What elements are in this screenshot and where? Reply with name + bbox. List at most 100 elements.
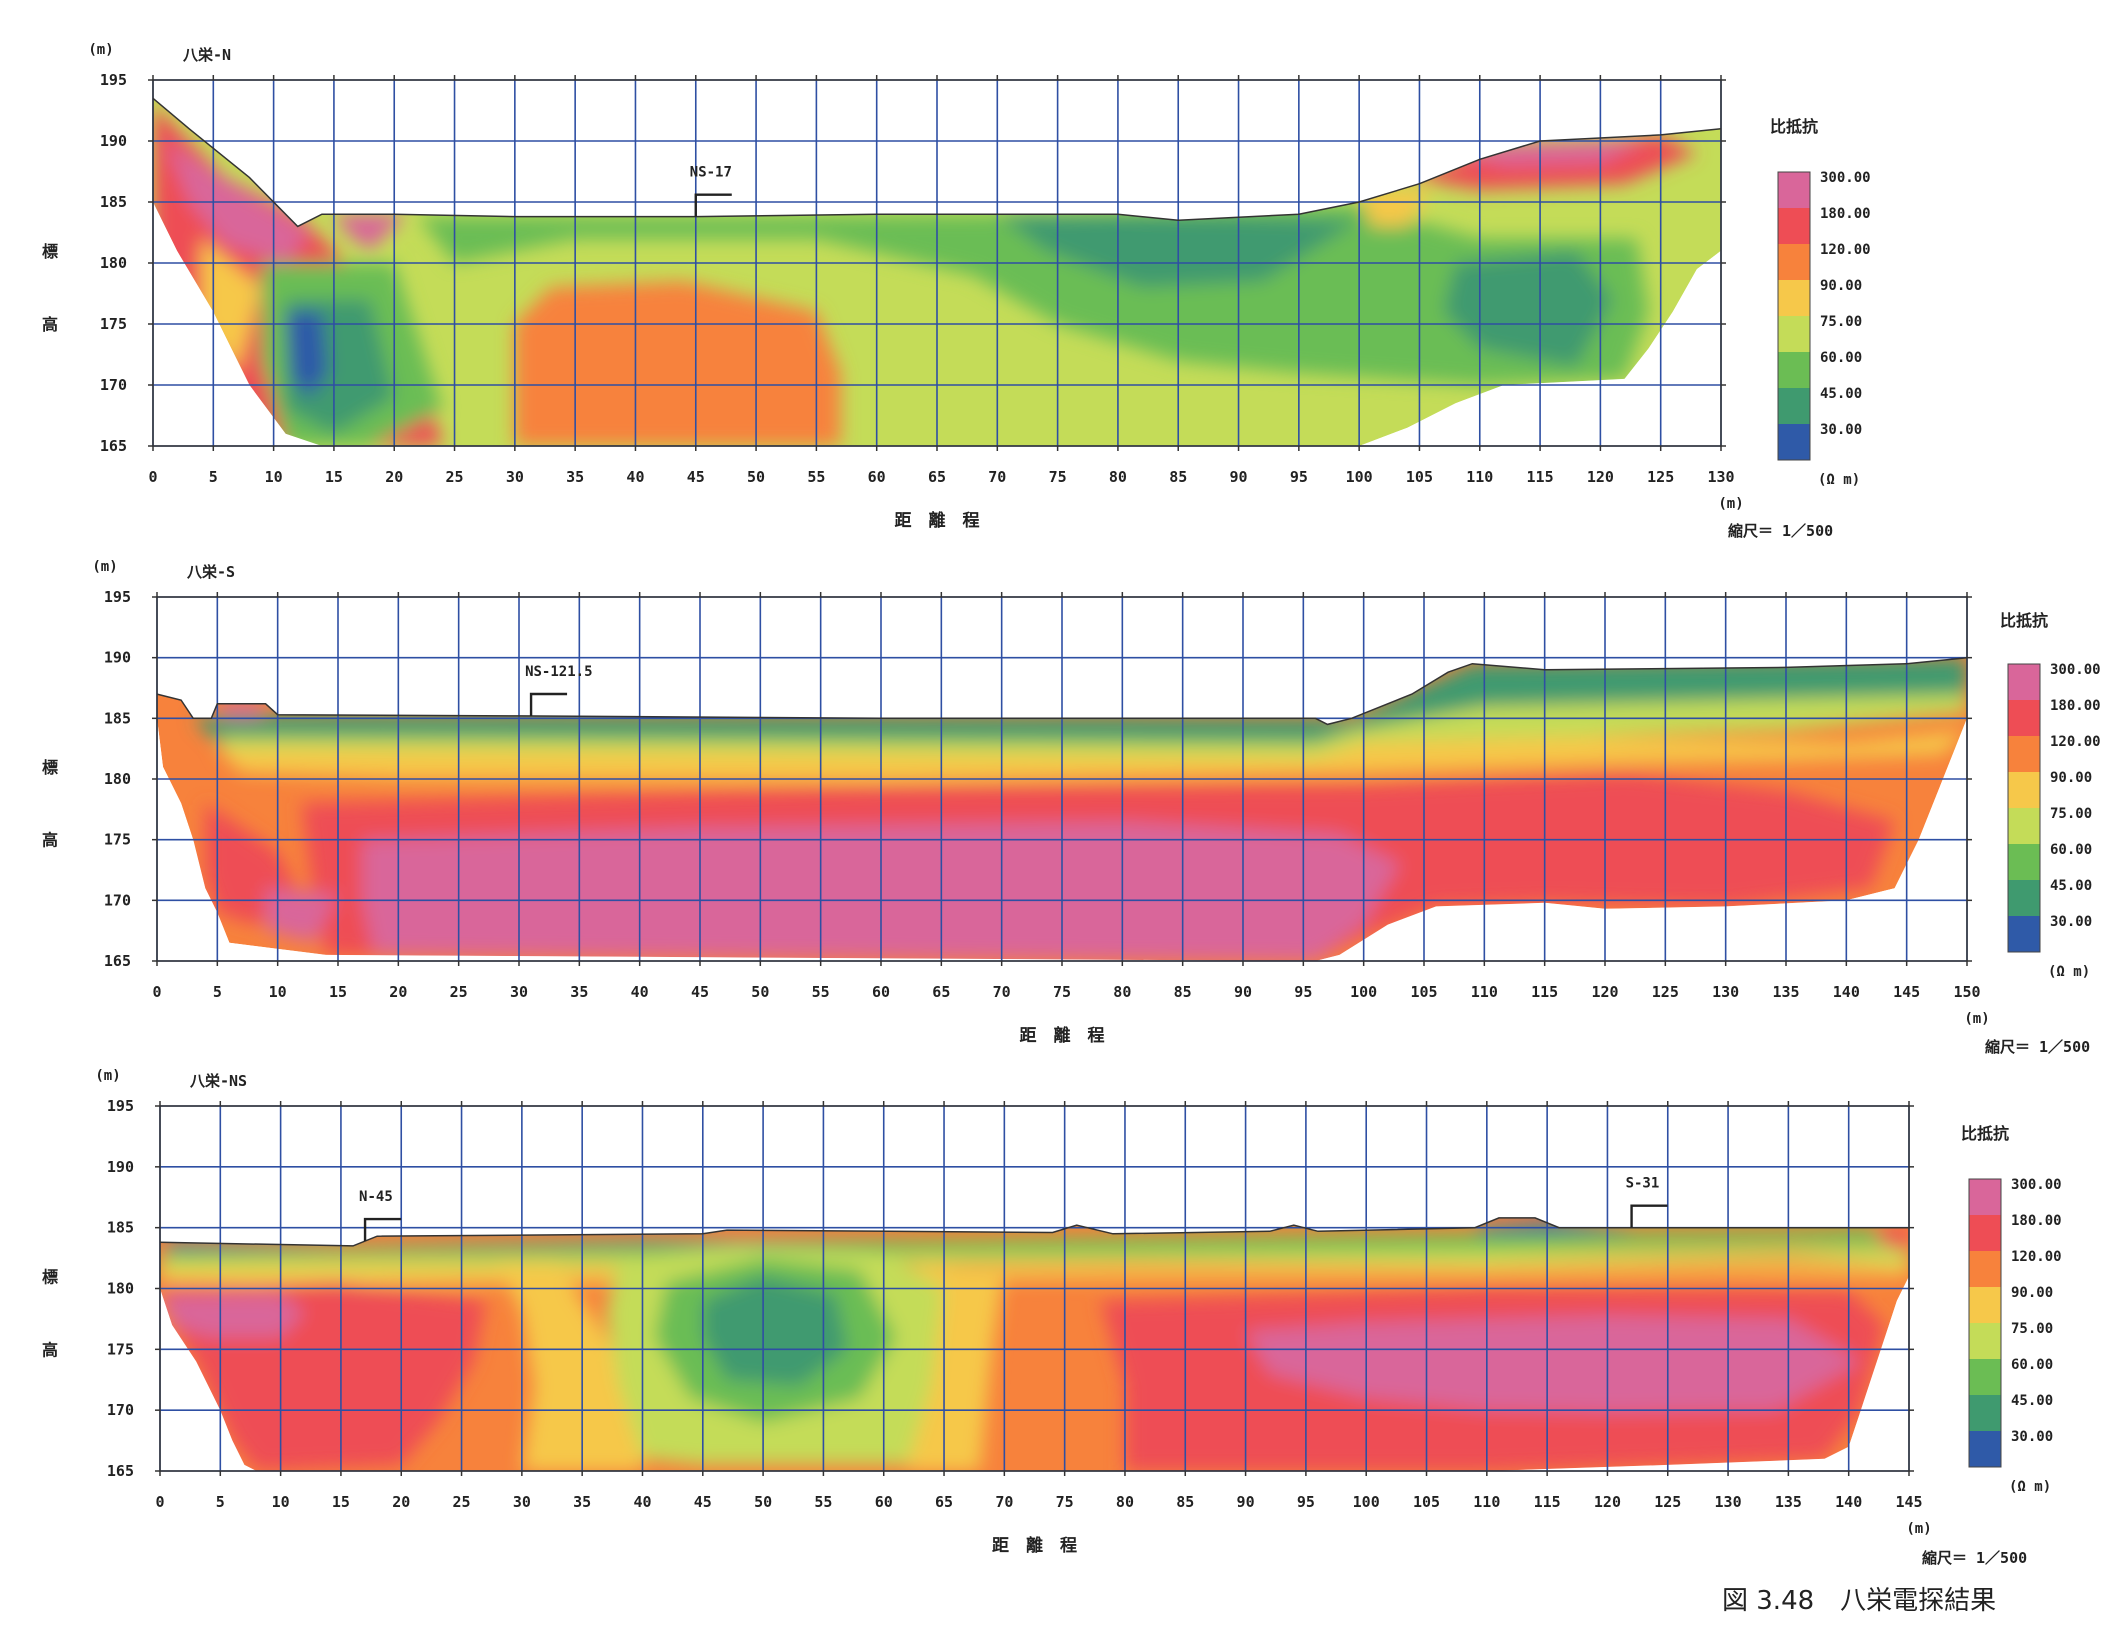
y-tick-label: 165 [107,1462,134,1480]
x-tick-label: 10 [269,983,287,1001]
resistivity-zone [418,204,1649,385]
x-tick-label: 60 [875,1493,893,1511]
x-tick-label: 65 [932,983,950,1001]
x-tick-label: 35 [566,468,584,486]
resistivity-zone [160,1227,1909,1259]
x-tick-label: 60 [868,468,886,486]
legend-frame [1968,1178,2002,1468]
x-tick-label: 95 [1294,983,1312,1001]
legend-title: 比抵抗 [1770,117,1818,136]
legend-label: 90.00 [2050,770,2092,786]
x-tick-label: 15 [329,983,347,1001]
legend-swatch [1778,280,1810,316]
x-tick-label: 10 [265,468,283,486]
borehole-label: NS-121.5 [525,664,592,680]
x-tick-label: 45 [691,983,709,1001]
legend-swatch [2008,844,2040,880]
legend-label: 180.00 [1820,206,1871,222]
legend-label: 30.00 [1820,422,1862,438]
y-tick-label: 180 [100,254,127,272]
x-tick-label: 20 [385,468,403,486]
y-axis-label-char: 標 [42,758,58,777]
legend: 比抵抗 300.00 180.00 120.00 90.00 75.00 60.00 45.0… [2000,611,2101,980]
resistivity-zone [333,214,407,251]
legend-swatch [2008,808,2040,844]
legend-title: 比抵抗 [1961,1124,2009,1143]
y-unit-label: (m) [88,42,113,58]
x-tick-label: 130 [1707,468,1734,486]
x-tick-label: 135 [1772,983,1799,1001]
y-tick-label: 180 [107,1280,134,1298]
x-axis-label: 距 離 程 [895,510,980,531]
x-tick-label: 20 [392,1493,410,1511]
y-tick-label: 175 [100,315,127,333]
resistivity-zone [160,1264,1909,1287]
x-unit-label: (m) [1718,496,1743,512]
scale-label: 縮尺＝ 1／500 [1728,522,1833,540]
legend-label: 45.00 [2011,1393,2053,1409]
resistivity-zone [1443,250,1613,367]
y-tick-label: 185 [100,193,127,211]
x-tick-label: 65 [935,1493,953,1511]
ground-surface-line [156,656,1968,726]
x-tick-label: 75 [1049,468,1067,486]
borehole-label: N-45 [359,1189,393,1205]
x-tick-label: 15 [332,1493,350,1511]
legend-swatch [1969,1215,2001,1251]
profile-chart-3: 0 5 10 15 20 25 30 35 40 45 50 55 60 65 70 75 80 85 90 95 10… [42,1068,2062,1567]
profile-chart-1: 0 5 10 15 20 25 30 35 40 45 50 55 60 65 70 75 80 85 90 95 10… [42,42,1871,540]
x-tick-label: 30 [510,983,528,1001]
x-tick-label: 105 [1410,983,1437,1001]
legend-label: 30.00 [2050,914,2092,930]
y-tick-label: 165 [100,437,127,455]
legend-label: 75.00 [2050,806,2092,822]
legend-swatch [2008,880,2040,916]
borehole-marker [1630,1204,1668,1228]
resistivity-zone [1359,189,1432,227]
legend-label: 60.00 [2011,1357,2053,1373]
legend-unit: (Ω m) [1818,472,1860,488]
x-tick-label: 50 [754,1493,772,1511]
grid [148,75,1726,451]
resistivity-zone [514,281,841,446]
x-tick-label: 20 [389,983,407,1001]
ground-surface-line [152,97,1722,228]
borehole-marker [694,193,732,217]
x-tick-label: 130 [1715,1493,1742,1511]
legend-label: 300.00 [2050,662,2101,678]
chart-title: 八栄-NS [189,1072,247,1090]
x-unit-label: (m) [1906,1521,1931,1537]
x-tick-label: 70 [995,1493,1013,1511]
scale-label: 縮尺＝ 1／500 [1985,1038,2090,1056]
profile-chart-2: 0 5 10 15 20 25 30 35 40 45 50 55 60 65 70 75 80 85 90 95 10… [42,559,2101,1056]
x-tick-label: 80 [1116,1493,1134,1511]
y-tick-label: 185 [104,709,131,727]
x-tick-label: 125 [1647,468,1674,486]
legend-title: 比抵抗 [2000,611,2048,630]
legend-label: 60.00 [1820,350,1862,366]
x-tick-label: 100 [1353,1493,1380,1511]
legend-label: 300.00 [1820,170,1871,186]
legend-swatch [1969,1251,2001,1287]
y-axis-label-char: 高 [42,1340,58,1359]
y-axis-label-char: 高 [42,831,58,850]
y-tick-label: 195 [100,71,127,89]
x-tick-label: 5 [216,1493,225,1511]
x-tick-label: 110 [1473,1493,1500,1511]
x-tick-label: 120 [1587,468,1614,486]
resistivity-zone [217,703,266,719]
resistivity-zone [193,657,1967,745]
resistivity-zone [265,888,338,943]
legend-label: 60.00 [2050,842,2092,858]
legend-label: 90.00 [2011,1285,2053,1301]
y-tick-label: 190 [104,649,131,667]
x-tick-label: 85 [1176,1493,1194,1511]
legend-swatch [1778,388,1810,424]
y-tick-label: 170 [104,891,131,909]
legend-label: 180.00 [2011,1213,2062,1229]
x-tick-label: 140 [1833,983,1860,1001]
x-tick-label: 145 [1895,1493,1922,1511]
y-tick-label: 170 [100,376,127,394]
x-tick-label: 150 [1953,983,1980,1001]
y-tick-label: 175 [107,1340,134,1358]
